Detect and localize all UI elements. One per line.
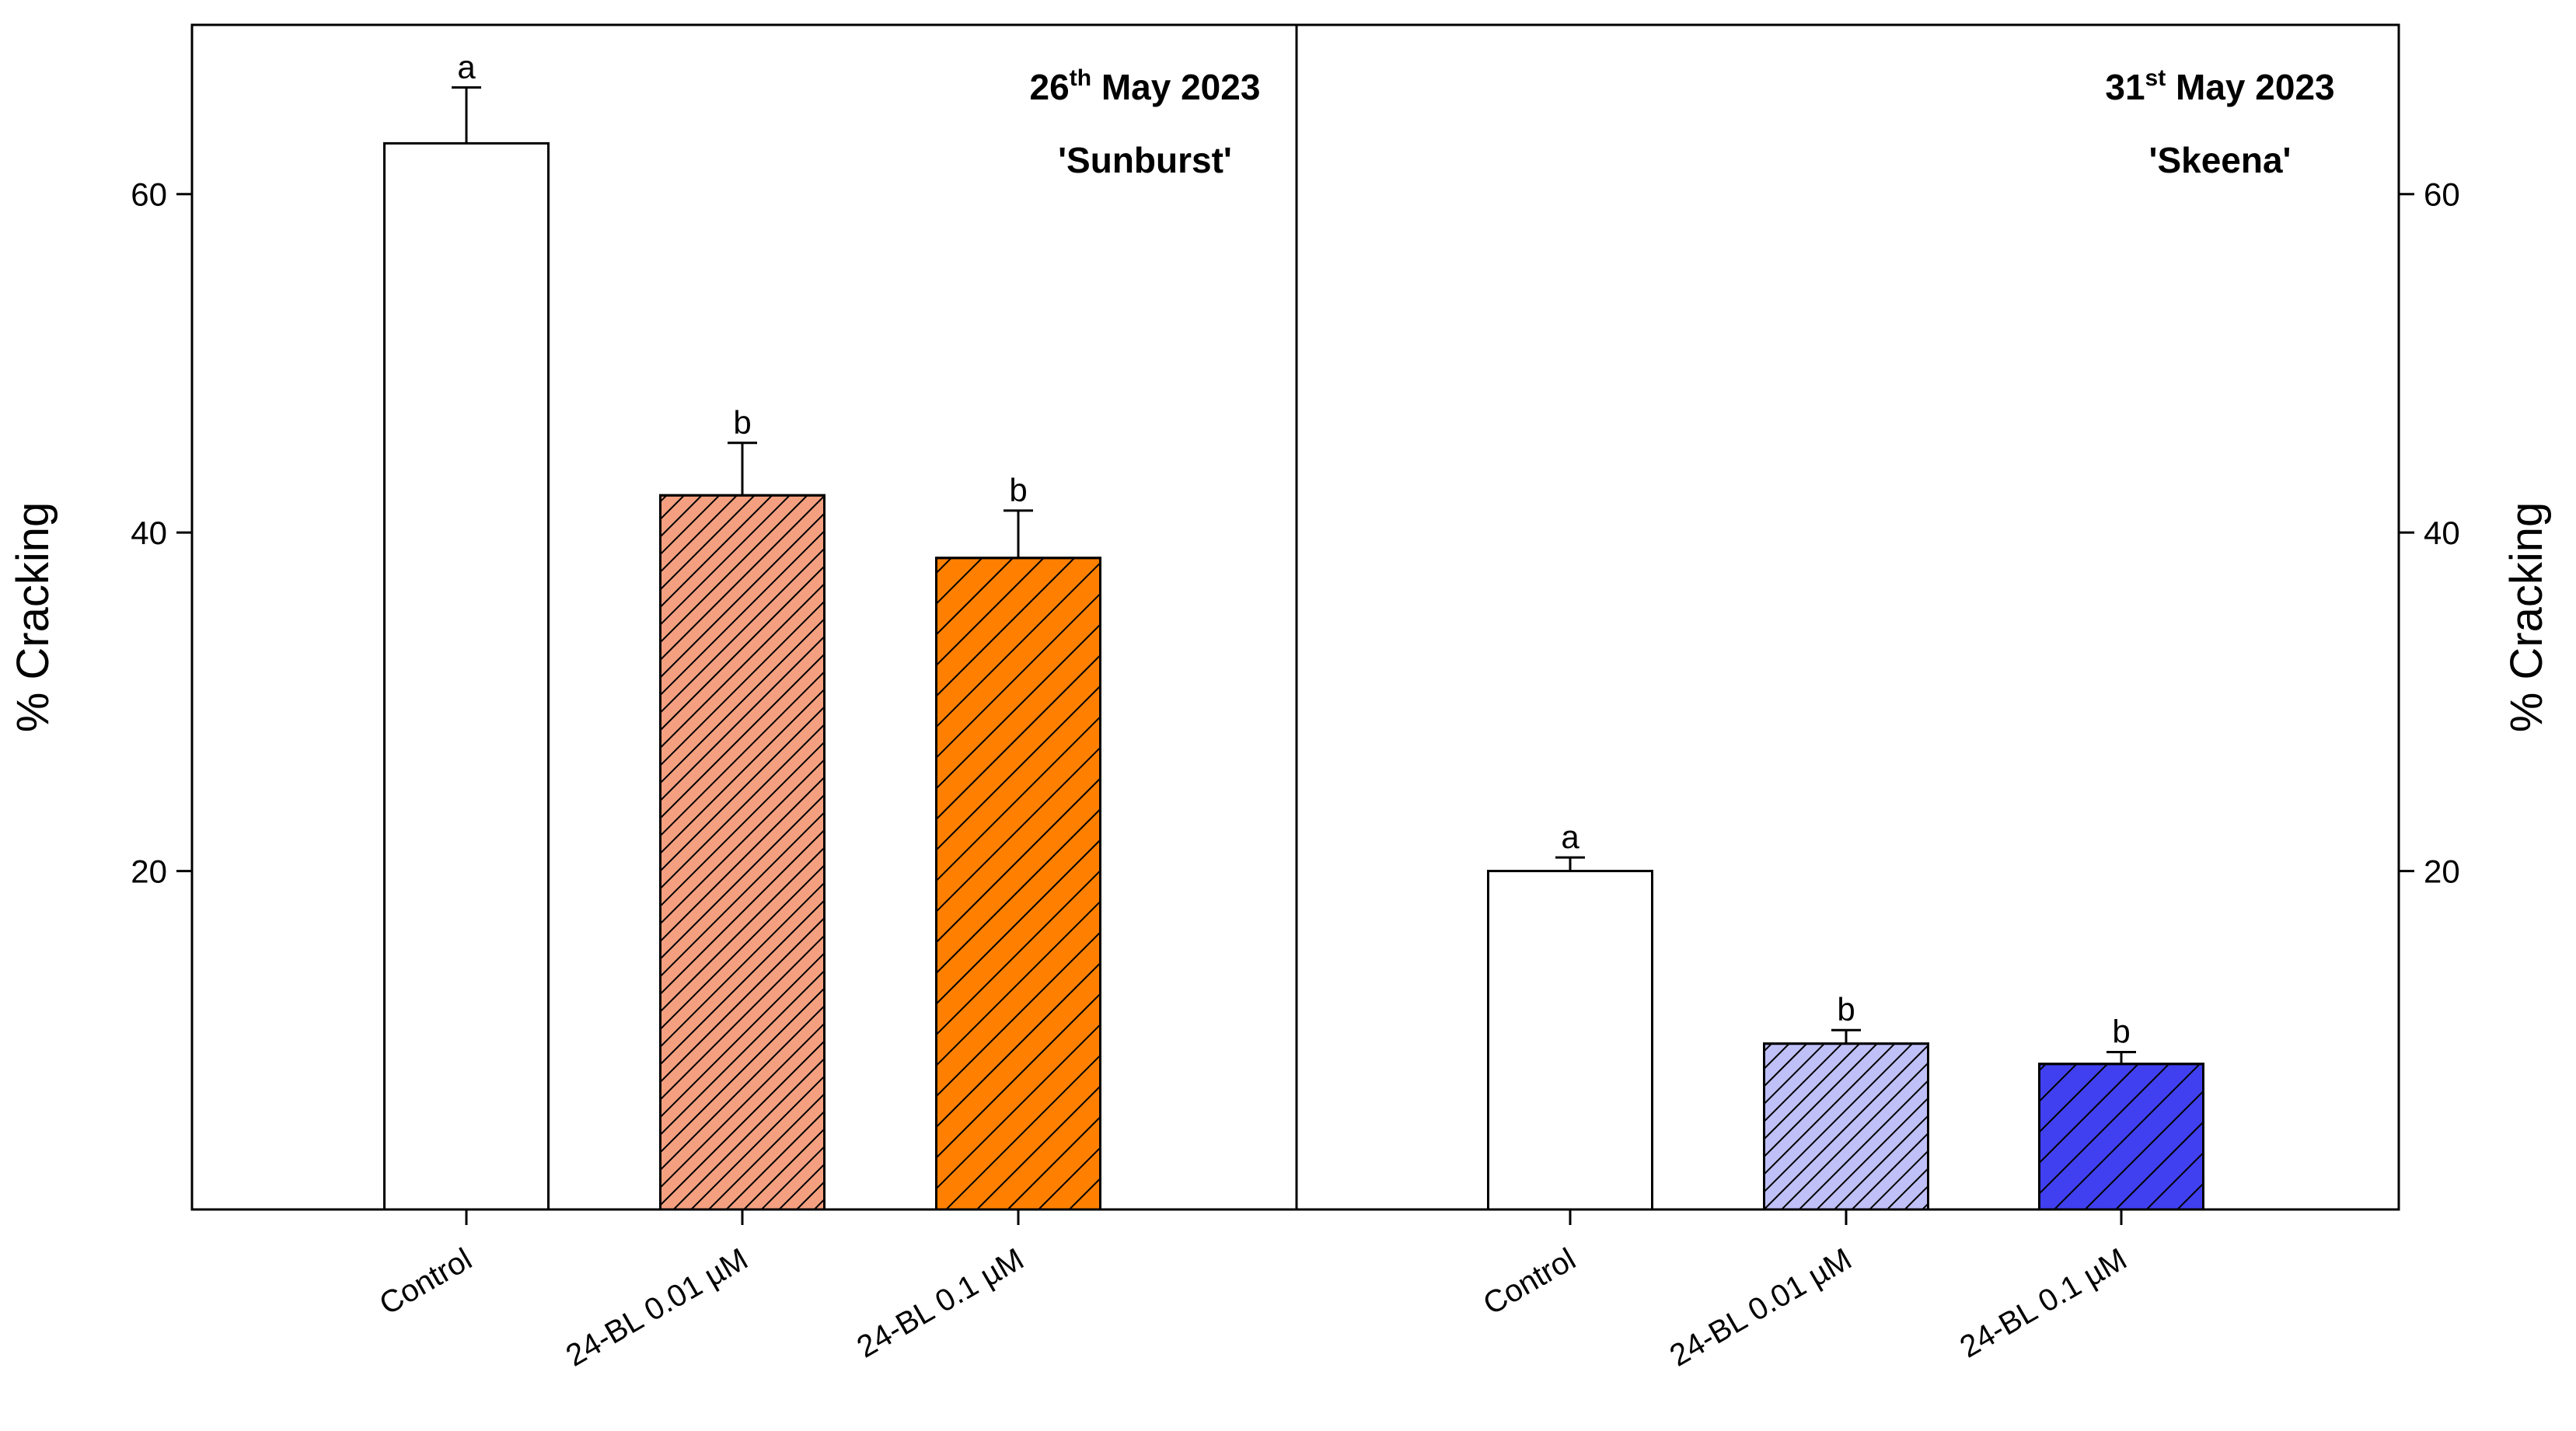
title-suffix: th bbox=[1070, 65, 1091, 91]
y-tick-label: 20 bbox=[131, 853, 167, 890]
panel-title: 26th May 2023 bbox=[1030, 65, 1261, 107]
title-rest: May 2023 bbox=[1091, 67, 1260, 107]
y-tick-label: 60 bbox=[131, 176, 167, 213]
y-tick-label: 20 bbox=[2424, 853, 2460, 890]
y-tick-label: 40 bbox=[131, 515, 167, 551]
title-day: 31 bbox=[2105, 67, 2145, 107]
y-tick-label: 60 bbox=[2424, 176, 2460, 213]
x-tick-label: 24-BL 0.1 µM bbox=[1954, 1242, 2132, 1365]
bar-hatch bbox=[935, 557, 1101, 1211]
significance-letter: a bbox=[457, 49, 476, 86]
bar-hatch bbox=[659, 494, 826, 1211]
bar bbox=[1487, 870, 1653, 1211]
title-suffix: st bbox=[2145, 65, 2166, 91]
y-axis-label: % Cracking bbox=[2501, 502, 2552, 733]
significance-letter: b bbox=[733, 404, 751, 441]
x-tick-label: 24-BL 0.01 µM bbox=[1664, 1242, 1858, 1373]
significance-letter: b bbox=[1837, 991, 1855, 1028]
x-tick-label: 24-BL 0.1 µM bbox=[851, 1242, 1029, 1365]
y-tick-label: 40 bbox=[2424, 515, 2460, 551]
title-rest: May 2023 bbox=[2166, 67, 2334, 107]
title-day: 26 bbox=[1030, 67, 1070, 107]
significance-letter: b bbox=[2112, 1014, 2130, 1050]
significance-letter: a bbox=[1561, 818, 1579, 855]
panel-subtitle: 'Skeena' bbox=[2149, 140, 2292, 180]
bar-hatch bbox=[2038, 1063, 2204, 1211]
panel-title: 31st May 2023 bbox=[2105, 65, 2334, 107]
panel-subtitle: 'Sunburst' bbox=[1058, 140, 1232, 180]
x-tick-label: 24-BL 0.01 µM bbox=[560, 1242, 754, 1373]
x-tick-label: Control bbox=[374, 1242, 478, 1322]
bar bbox=[383, 141, 550, 1211]
bar-hatch bbox=[1763, 1042, 1929, 1211]
y-axis-label: % Cracking bbox=[8, 502, 58, 733]
significance-letter: b bbox=[1009, 472, 1027, 508]
x-tick-label: Control bbox=[1478, 1242, 1582, 1322]
